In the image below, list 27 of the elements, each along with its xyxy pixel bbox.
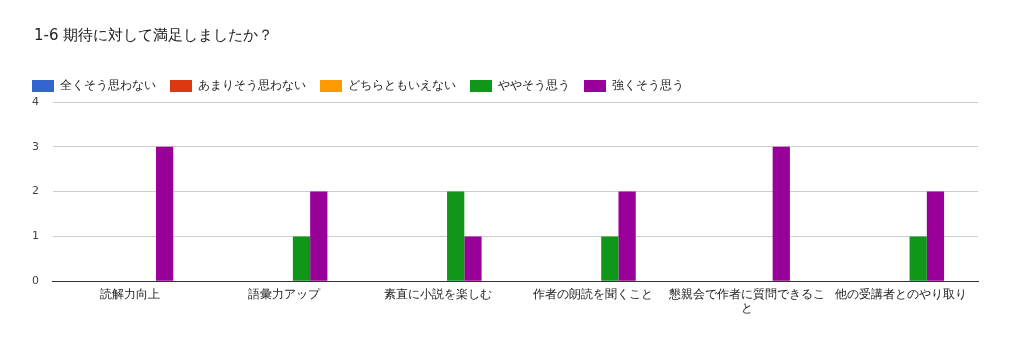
bar — [772, 146, 790, 281]
x-tick-label: 読解力向上 — [100, 286, 161, 301]
legend-label: 全くそう思わない — [60, 78, 156, 93]
bar — [618, 191, 636, 281]
y-tick-label: 3 — [32, 139, 39, 153]
bar — [909, 236, 927, 281]
x-tick-label: 他の受講者とのやり取り — [834, 286, 967, 301]
legend-label: ややそう思う — [498, 78, 570, 93]
chart-title: 1-6 期待に対して満足しましたか？ — [33, 25, 275, 46]
bar — [447, 191, 465, 281]
bar — [155, 146, 174, 281]
x-tick-label: 語彙力アップ — [248, 286, 322, 301]
bar — [292, 236, 311, 281]
legend-label: あまりそう思わない — [198, 78, 306, 93]
y-tick-label: 1 — [32, 229, 39, 243]
y-tick-label: 4 — [32, 94, 39, 108]
bar — [601, 236, 619, 281]
x-tick-label: 懇親会で作者に質問できること — [667, 286, 825, 315]
bar — [926, 191, 945, 281]
x-tick-label: 素直に小説を楽しむ — [384, 286, 493, 301]
bar — [310, 191, 328, 281]
legend-label: どちらともいえない — [348, 78, 456, 93]
y-tick-label: 2 — [32, 184, 39, 198]
legend-label: 強くそう思う — [612, 78, 684, 93]
bar — [464, 236, 482, 281]
y-tick-label: 0 — [32, 274, 39, 288]
x-tick-label: 作者の朗読を聞くこと — [531, 286, 653, 301]
